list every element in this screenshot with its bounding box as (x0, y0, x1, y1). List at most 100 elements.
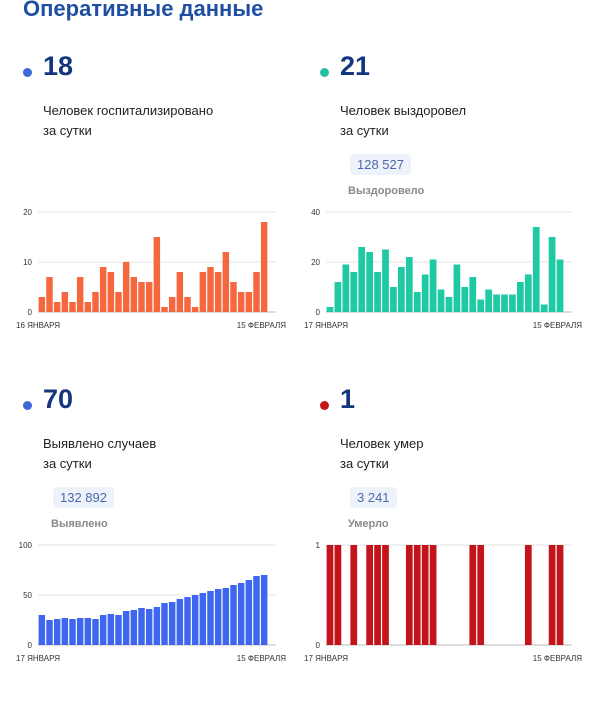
bar (461, 287, 469, 312)
bar (99, 267, 107, 312)
y-tick-label: 0 (28, 641, 33, 650)
bar (390, 287, 397, 312)
bar (53, 302, 61, 312)
hospitalized-bar-chart: 0 10 20 16 ЯНВАРЯ 15 ФЕВРАЛЯ (16, 208, 286, 330)
hospitalized-description: Человек госпитализировано за сутки (43, 101, 213, 141)
bar (115, 292, 122, 312)
description-line1: Человек выздоровел (340, 103, 467, 118)
recovered-total-badge: 128 527 (350, 154, 411, 175)
bar (145, 282, 153, 312)
bar (548, 545, 556, 645)
deaths-description: Человек умер за сутки (340, 434, 423, 474)
bar (61, 292, 69, 312)
bar (153, 607, 161, 645)
bar (176, 272, 184, 312)
recovered-value: 21 (340, 51, 371, 81)
recovered-bar-chart: 0 20 40 17 ЯНВАРЯ 15 ФЕВРАЛЯ (304, 208, 582, 330)
bar (92, 292, 99, 312)
y-tick-label: 20 (23, 208, 32, 217)
deaths-bar-chart: 0 1 17 ЯНВАРЯ 15 ФЕВРАЛЯ (304, 541, 582, 663)
bar (69, 619, 76, 645)
bar (199, 593, 207, 645)
x-end-label: 15 ФЕВРАЛЯ (533, 321, 582, 330)
bar (245, 580, 253, 645)
bar (260, 575, 268, 645)
bar (214, 272, 222, 312)
bar (230, 585, 237, 645)
bar (350, 272, 358, 312)
bullet-dot (23, 401, 32, 410)
bar (84, 618, 92, 645)
bullet-dot (320, 68, 329, 77)
bar (46, 620, 53, 645)
bar (69, 302, 76, 312)
x-start-label: 17 ЯНВАРЯ (304, 654, 348, 663)
bar (548, 237, 556, 312)
bar (207, 591, 214, 645)
bar (176, 599, 184, 645)
bar (168, 297, 176, 312)
bar (138, 282, 145, 312)
bar (556, 259, 564, 312)
bar (122, 611, 130, 645)
y-tick-label: 100 (19, 541, 33, 550)
bar (429, 545, 437, 645)
bar (437, 289, 445, 312)
description-line2: за сутки (43, 456, 92, 471)
bar (214, 589, 222, 645)
bar (38, 297, 46, 312)
bar (334, 282, 342, 312)
detected-value: 70 (43, 384, 74, 414)
bar (61, 618, 69, 645)
y-tick-label: 0 (28, 308, 33, 317)
bar (477, 299, 485, 312)
bar (524, 545, 532, 645)
bar (122, 262, 130, 312)
bar (184, 297, 191, 312)
bar (326, 545, 334, 645)
bar (161, 603, 168, 645)
bar (253, 576, 260, 645)
bar (374, 272, 381, 312)
detected-bar-chart: 0 50 100 17 ЯНВАРЯ 15 ФЕВРАЛЯ (16, 541, 286, 663)
bar (421, 545, 429, 645)
bar (237, 583, 245, 645)
description-line1: Человек умер (340, 436, 424, 451)
bullet-dot (23, 68, 32, 77)
y-tick-label: 40 (311, 208, 320, 217)
detected-total-badge: 132 892 (53, 487, 114, 508)
bar (92, 619, 99, 645)
bar (191, 595, 199, 645)
bar (509, 294, 516, 312)
bar (556, 545, 564, 645)
description-line1: Выявлено случаев (43, 436, 157, 451)
x-start-label: 17 ЯНВАРЯ (304, 321, 348, 330)
bar (517, 282, 524, 312)
bar (493, 294, 500, 312)
bar (53, 619, 61, 645)
bar (453, 264, 461, 312)
bar (76, 618, 84, 645)
bar (130, 277, 138, 312)
bar (161, 307, 168, 312)
y-tick-label: 1 (316, 541, 321, 550)
bar (445, 297, 453, 312)
x-end-label: 15 ФЕВРАЛЯ (237, 654, 286, 663)
bar (358, 247, 366, 312)
bar (469, 545, 477, 645)
y-tick-label: 50 (23, 591, 32, 600)
bar (350, 545, 358, 645)
bar (99, 615, 107, 645)
bar (168, 602, 176, 645)
bar (230, 282, 237, 312)
bar (405, 545, 413, 645)
bar (413, 545, 421, 645)
bar (153, 237, 161, 312)
bar (540, 304, 548, 312)
deaths-card: 1 Человек умер за сутки 3 241 Умерло (320, 378, 595, 718)
bar (477, 545, 485, 645)
description-line2: за сутки (43, 123, 92, 138)
bar (46, 277, 53, 312)
recovered-total-label: Выздоровело (348, 185, 425, 197)
bar (342, 264, 350, 312)
